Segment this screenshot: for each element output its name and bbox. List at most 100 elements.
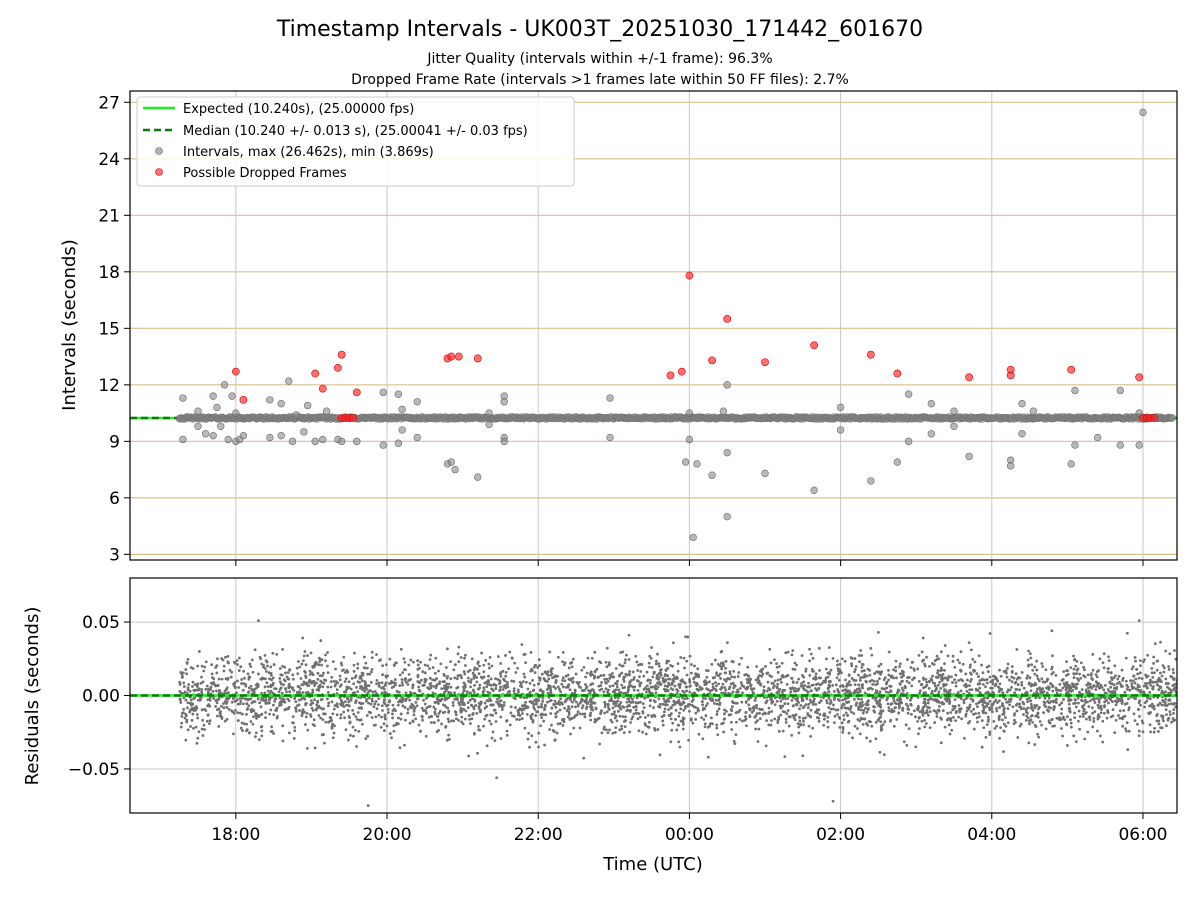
residual-point <box>210 672 214 676</box>
residual-point <box>786 650 790 654</box>
interval-point <box>379 441 387 449</box>
residual-point <box>724 688 728 692</box>
residual-point <box>558 703 561 706</box>
residual-point <box>1020 683 1024 687</box>
residual-point <box>706 688 710 692</box>
residual-point <box>1050 672 1054 676</box>
residual-point <box>976 705 979 709</box>
residual-point <box>692 680 696 684</box>
residual-point <box>540 672 544 676</box>
residual-point <box>524 696 528 699</box>
residual-point <box>797 731 801 735</box>
residual-point <box>1088 718 1092 722</box>
residual-point <box>631 697 634 701</box>
residual-point <box>645 687 649 691</box>
residual-point <box>241 696 244 700</box>
residual-point <box>199 681 203 685</box>
residual-point <box>532 705 536 709</box>
residual-point <box>367 684 371 688</box>
residual-point <box>1153 642 1157 646</box>
residual-point <box>808 674 812 677</box>
residual-point <box>447 696 450 700</box>
residual-point <box>1156 696 1160 700</box>
residual-point <box>204 687 208 691</box>
residual-point <box>372 723 376 727</box>
residual-point <box>1091 711 1094 715</box>
residual-point <box>196 736 200 740</box>
residual-point <box>937 704 941 708</box>
residual-point <box>517 713 521 716</box>
residual-point <box>841 727 845 731</box>
residual-point <box>1149 683 1153 687</box>
interval-point <box>179 394 187 402</box>
residual-point <box>924 722 928 725</box>
residual-point <box>1069 718 1072 722</box>
residual-point <box>766 671 770 675</box>
residual-point <box>1004 724 1008 728</box>
residual-point <box>379 725 383 729</box>
residual-point <box>314 708 318 712</box>
residual-point <box>681 701 685 705</box>
interval-point <box>194 407 202 415</box>
residual-point <box>1036 711 1040 715</box>
residual-point <box>796 689 800 693</box>
residual-point <box>993 726 997 730</box>
residual-point <box>1046 699 1049 703</box>
residual-point <box>754 678 758 682</box>
residual-point <box>1131 665 1135 669</box>
residual-point <box>563 706 567 710</box>
residual-point <box>951 708 955 712</box>
residual-point <box>483 717 487 721</box>
residual-point <box>190 707 194 710</box>
residual-point <box>491 730 495 734</box>
residual-point <box>226 661 230 665</box>
residual-point <box>548 728 551 731</box>
residual-point <box>398 684 402 688</box>
residual-point <box>573 698 576 702</box>
residual-point <box>1101 719 1105 723</box>
residual-point <box>232 732 235 736</box>
residual-point <box>1042 711 1045 715</box>
legend-intervals-swatch <box>155 147 163 155</box>
residual-point <box>464 653 467 657</box>
residual-point <box>715 723 719 727</box>
residual-point <box>865 674 869 678</box>
residual-point <box>259 725 263 729</box>
residual-point <box>764 701 768 705</box>
residual-point <box>1155 713 1159 716</box>
residual-point <box>910 712 913 716</box>
residual-point <box>798 719 802 723</box>
residual-point <box>837 678 841 682</box>
residual-point <box>196 698 200 702</box>
residual-point <box>436 718 440 722</box>
residual-point <box>832 698 836 702</box>
residual-point <box>1168 652 1172 656</box>
residual-point <box>1066 672 1070 676</box>
residual-point <box>468 668 472 672</box>
residual-point <box>606 679 610 683</box>
residual-point <box>679 707 683 711</box>
dropped-frame-point <box>761 358 769 367</box>
interval-point <box>904 390 913 398</box>
residual-point <box>669 706 673 710</box>
residual-point <box>925 655 928 659</box>
residual-point <box>810 667 814 671</box>
residual-point <box>453 697 457 701</box>
residual-point <box>905 692 909 695</box>
residual-point <box>561 678 564 682</box>
residual-point <box>1110 678 1114 682</box>
residual-point <box>981 700 985 704</box>
residual-point <box>945 698 949 702</box>
residual-point <box>714 688 718 691</box>
residual-point <box>905 679 909 683</box>
residual-point <box>1146 653 1149 657</box>
residual-point <box>996 701 999 704</box>
residual-point <box>968 720 972 723</box>
residual-point <box>381 664 384 668</box>
residual-point <box>179 701 183 704</box>
residual-point <box>426 664 430 668</box>
interval-point <box>1135 441 1143 449</box>
residual-point <box>645 684 649 688</box>
residual-point <box>1097 715 1101 719</box>
residual-point <box>807 681 810 685</box>
